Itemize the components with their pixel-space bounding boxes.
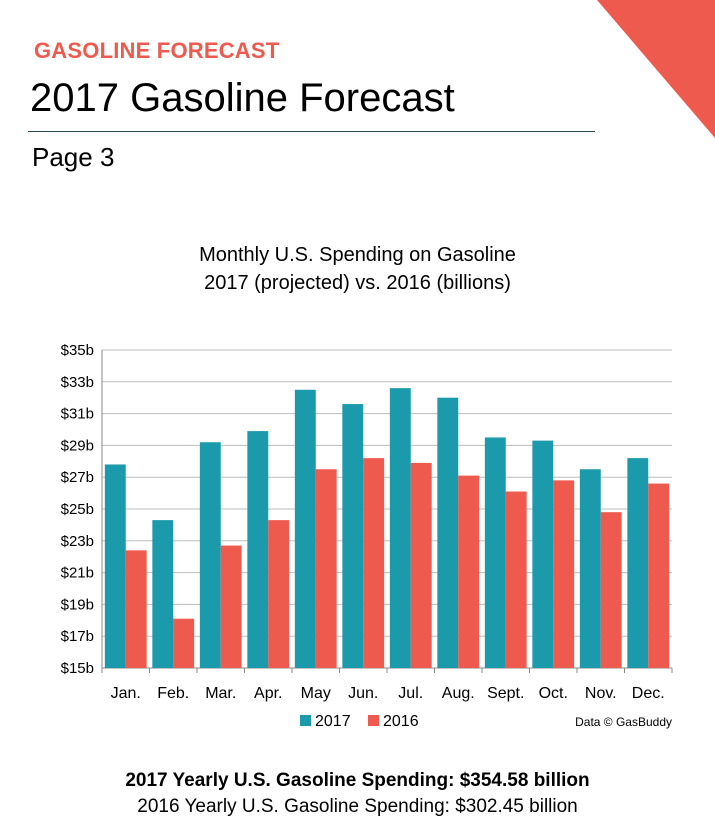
y-tick-label: $23b [61, 533, 94, 550]
page-number-label: Page 3 [32, 142, 115, 172]
y-tick-label: $25b [61, 501, 94, 518]
bar-2017-apr [247, 431, 269, 668]
bar-2017-nov [579, 469, 601, 668]
x-tick-label: Feb. [157, 685, 189, 702]
x-tick-label: Oct. [539, 685, 568, 702]
x-tick-label: Jun. [348, 685, 378, 702]
chart-title: Monthly U.S. Spending on Gasoline [199, 244, 516, 266]
bar-2016-nov [600, 512, 622, 668]
bar-2017-may [294, 389, 316, 668]
y-tick-label: $17b [61, 628, 94, 645]
bar-2016-may [315, 469, 337, 668]
x-tick-label: Sept. [487, 685, 524, 702]
bar-2016-aug [458, 475, 480, 668]
y-tick-label: $15b [61, 660, 94, 677]
section-kicker: GASOLINE FORECAST [34, 38, 280, 63]
bar-2016-apr [268, 520, 290, 668]
x-tick-label: Jul. [398, 685, 423, 702]
bar-2016-feb [173, 618, 195, 668]
total-2016: 2016 Yearly U.S. Gasoline Spending: $302… [137, 796, 578, 817]
bar-2017-jan [104, 464, 126, 668]
y-tick-label: $31b [61, 406, 94, 423]
y-tick-label: $27b [61, 469, 94, 486]
bar-2016-mar [220, 545, 242, 668]
bar-2016-oct [553, 480, 575, 668]
y-tick-label: $21b [61, 565, 94, 582]
bar-2017-sept [484, 437, 506, 668]
y-tick-label: $29b [61, 437, 94, 454]
bar-2016-jul [410, 462, 432, 668]
legend-label-2016: 2016 [383, 713, 419, 730]
x-tick-label: Aug. [442, 685, 475, 702]
y-tick-label: $19b [61, 596, 94, 613]
x-tick-label: Nov. [585, 685, 617, 702]
bar-2017-aug [437, 397, 459, 668]
bar-2016-jan [125, 550, 147, 668]
total-2017: 2017 Yearly U.S. Gasoline Spending: $354… [125, 770, 590, 791]
corner-accent-triangle [597, 0, 715, 138]
bar-2016-dec [648, 483, 670, 668]
y-tick-label: $35b [61, 342, 94, 359]
source-note: Data © GasBuddy [575, 715, 672, 729]
title-divider [28, 131, 595, 132]
bar-2017-oct [532, 440, 554, 668]
bar-2017-feb [152, 520, 174, 668]
legend-swatch-2016 [368, 715, 379, 726]
bar-2017-mar [199, 442, 221, 668]
bar-2017-jul [389, 388, 411, 668]
legend-label-2017: 2017 [315, 713, 351, 730]
y-tick-label: $33b [61, 374, 94, 391]
x-tick-label: Mar. [205, 685, 236, 702]
bar-2017-jun [342, 404, 364, 668]
x-tick-label: May [301, 685, 331, 702]
x-tick-label: Apr. [254, 685, 282, 702]
page-title: 2017 Gasoline Forecast [30, 76, 455, 120]
x-tick-label: Jan. [111, 685, 141, 702]
bar-chart: $15b $17b $19b $21b $23b $25b $27b $29b $31b $33b… [61, 342, 673, 730]
legend-swatch-2017 [300, 715, 311, 726]
chart-subtitle: 2017 (projected) vs. 2016 (billions) [204, 272, 511, 294]
x-tick-label: Dec. [632, 685, 665, 702]
bar-2016-jun [363, 458, 385, 668]
bar-2017-dec [627, 458, 649, 668]
bar-2016-sept [505, 491, 527, 668]
